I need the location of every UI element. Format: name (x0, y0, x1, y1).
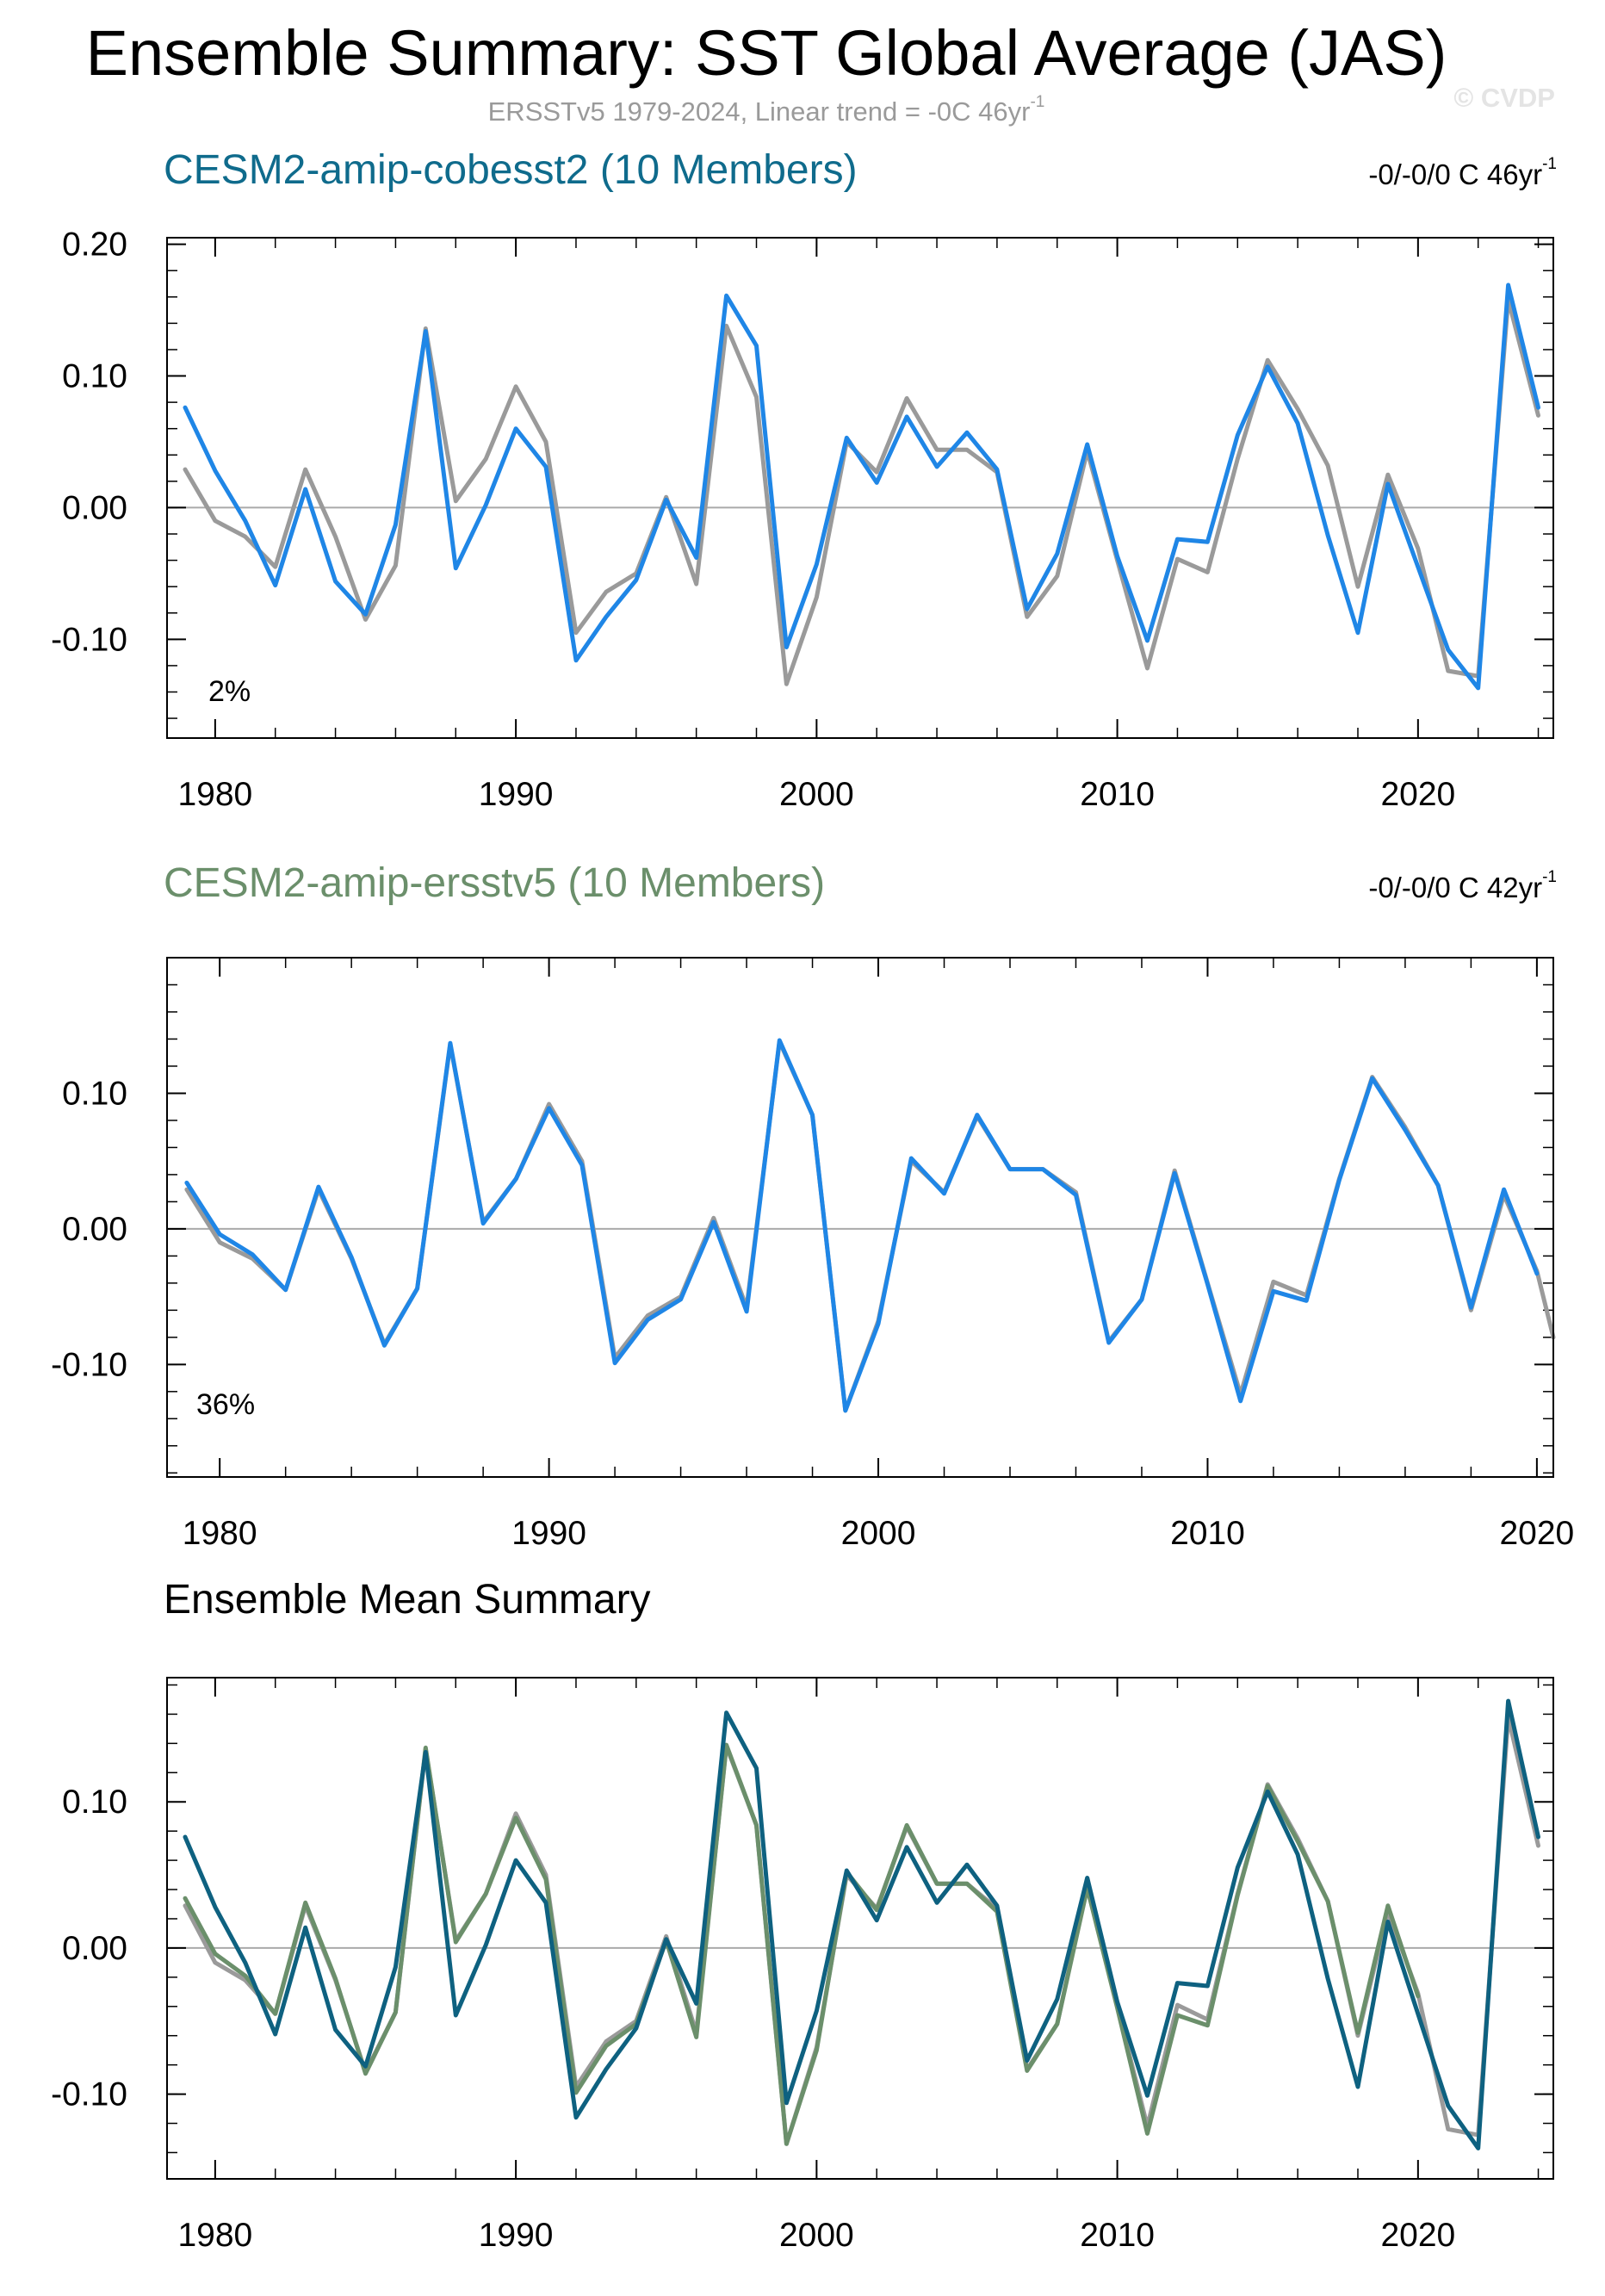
panel1-ytick-label: 0.10 (62, 358, 127, 395)
panel1-trend-text: -0/-0/0 C 46yr (1368, 158, 1543, 190)
panel3-series-cesm2-amip-ersstv5 (183, 1742, 1421, 2146)
panel2-ytick-label: 0.10 (62, 1075, 127, 1112)
panel3-xtick-label: 1980 (177, 2217, 252, 2254)
panel3-ytick-label: 0.00 (62, 1930, 127, 1967)
panel3-series-cesm2-amip-cobesst2 (183, 1698, 1540, 2150)
panel3-xtick-label: 1990 (479, 2217, 554, 2254)
panel1-xtick-label: 2020 (1380, 776, 1455, 813)
panel3-title: Ensemble Mean Summary (164, 1577, 651, 1623)
panel1-trend: -0/-0/0 C 46yr-1 (1368, 155, 1557, 191)
panel2-series-ensemble-mean (184, 1038, 1540, 1413)
panel1-xtick-label: 2010 (1080, 776, 1155, 813)
panel1-chart: 0.20 0.10 0.00 -0.10 1980 1990 2000 2010 2020 (51, 226, 1554, 813)
panel2-ytick-label: -0.10 (51, 1346, 127, 1383)
subtitle-text: ERSSTv5 1979-2024, Linear trend = -0C 46… (487, 96, 1031, 127)
panel1-ytick-label: 0.00 (62, 489, 127, 526)
panel1-title: CESM2-amip-cobesst2 (10 Members) (164, 147, 858, 193)
panel3-xtick-label: 2020 (1380, 2217, 1455, 2254)
subtitle-exponent: -1 (1030, 93, 1045, 111)
panel3-frame (166, 1677, 1554, 2180)
figure-title: Ensemble Summary: SST Global Average (JA… (85, 17, 1447, 89)
panel2-trend-exponent: -1 (1542, 868, 1557, 886)
panel2-ytick-label: 0.00 (62, 1211, 127, 1248)
panel2-xtick-label: 1980 (183, 1515, 257, 1552)
panel2-percent: 36% (196, 1388, 256, 1421)
panel1-xtick-label: 1980 (177, 776, 252, 813)
panel2-xtick-label: 2000 (841, 1515, 916, 1552)
panel2-xtick-label: 2020 (1499, 1515, 1574, 1552)
panel2-title: CESM2-amip-ersstv5 (10 Members) (164, 860, 826, 906)
panel2-trend-text: -0/-0/0 C 42yr (1368, 872, 1543, 903)
panel2-chart: 0.10 0.00 -0.10 1980 1990 2000 2010 2020 (51, 957, 1574, 1552)
copyright-watermark: © CVDP (1453, 83, 1555, 113)
panel1-xtick-label: 1990 (479, 776, 554, 813)
panel1-percent: 2% (208, 675, 251, 708)
panel1-ytick-label: 0.20 (62, 226, 127, 264)
panel1-trend-exponent: -1 (1542, 155, 1557, 173)
panel3-ytick-label: -0.10 (51, 2076, 127, 2113)
panel3-ytick-label: 0.10 (62, 1784, 127, 1821)
panel2-trend: -0/-0/0 C 42yr-1 (1368, 868, 1557, 904)
panel2-xtick-label: 2010 (1170, 1515, 1245, 1552)
panel1-series-ensemble-mean (183, 282, 1540, 691)
panel1-ytick-label: -0.10 (51, 621, 127, 658)
panel3-xtick-label: 2000 (779, 2217, 854, 2254)
panel3-xtick-label: 2010 (1080, 2217, 1155, 2254)
panel1-frame (166, 237, 1554, 739)
panel2-frame (166, 957, 1554, 1478)
panel1-xtick-label: 2000 (779, 776, 854, 813)
figure-subtitle: ERSSTv5 1979-2024, Linear trend = -0C 46… (0, 93, 1533, 127)
panel2-xtick-label: 1990 (511, 1515, 586, 1552)
